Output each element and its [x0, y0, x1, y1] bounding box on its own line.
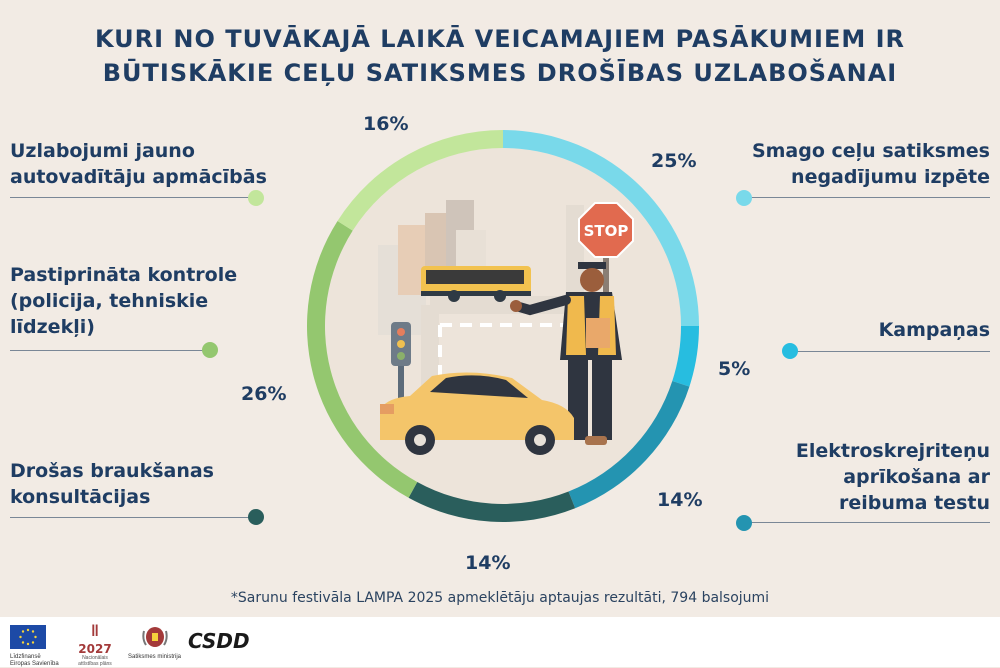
plan-2027-logo: ‖ 2027 Nacionālais attīstības plāns [78, 623, 112, 667]
legend-label-enforcement: Pastiprināta kontrole (policija, tehniski… [10, 264, 238, 338]
title-line-2: BŪTISKĀKIE CEĻU SATIKSMES DROŠĪBAS UZLAB… [102, 59, 898, 87]
legend-line [10, 350, 206, 351]
latvia-coat-of-arms-icon [141, 627, 168, 647]
pie-slice-1 [672, 326, 699, 387]
legend-label-campaigns: Kampaņas [878, 319, 990, 341]
slice-value-label: 26% [241, 383, 287, 405]
title-line-1: KURI NO TUVĀKAJĀ LAIKĀ VEICAMAJIEM PASĀK… [94, 25, 905, 53]
footer-logos: Līdzfinansē Eiropas Savienība ‖ 2027 Nac… [0, 617, 1000, 667]
legend-line [745, 522, 990, 523]
legend-label-driving-consultations: Drošas braukšanas konsultācijas [10, 460, 214, 508]
legend-label-accident-investigation: Smago ceļu satiksmes negadījumu izpēte [751, 140, 990, 188]
legend-dot [202, 342, 218, 358]
center-illustration: STOP [325, 148, 681, 504]
footnote: *Sarunu festivāla LAMPA 2025 apmeklētāju… [230, 590, 770, 606]
legend-dot [248, 509, 264, 525]
pie-slice-0 [503, 130, 699, 326]
ministry-logo: Satiksmes ministrija [128, 623, 181, 660]
donut-ring [307, 130, 699, 522]
legend-label-scooter-alcohol-test: Elektroskrejriteņu aprīkošana ar reibuma t… [795, 440, 990, 514]
slice-value-label: 14% [465, 552, 511, 574]
csdd-logo: CSDD [188, 629, 250, 653]
legend-dot [736, 515, 752, 531]
slice-value-label: 14% [657, 489, 703, 511]
pie-slice-2 [568, 381, 690, 509]
pie-slice-4 [307, 220, 418, 498]
stop-sign-text: STOP [584, 222, 629, 240]
slice-value-label: 16% [363, 113, 409, 135]
legend-dot [736, 190, 752, 206]
legend-label-young-drivers: Uzlabojumi jauno autovadītāju apmācībās [10, 140, 267, 188]
eu-logo: Līdzfinansē Eiropas Savienība [10, 625, 60, 668]
legend-line [10, 517, 252, 518]
chart-title: KURI NO TUVĀKAJĀ LAIKĀ VEICAMAJIEM PASĀK… [0, 22, 1000, 90]
slice-value-label: 25% [651, 150, 697, 172]
legend-dot [782, 343, 798, 359]
legend-line [745, 197, 990, 198]
legend-line [10, 197, 250, 198]
pie-slice-3 [408, 481, 576, 522]
slice-value-label: 5% [718, 358, 751, 380]
eu-flag-icon [10, 625, 46, 649]
legend-dot [248, 190, 264, 206]
legend-line [790, 351, 990, 352]
pie-slice-5 [337, 130, 503, 231]
